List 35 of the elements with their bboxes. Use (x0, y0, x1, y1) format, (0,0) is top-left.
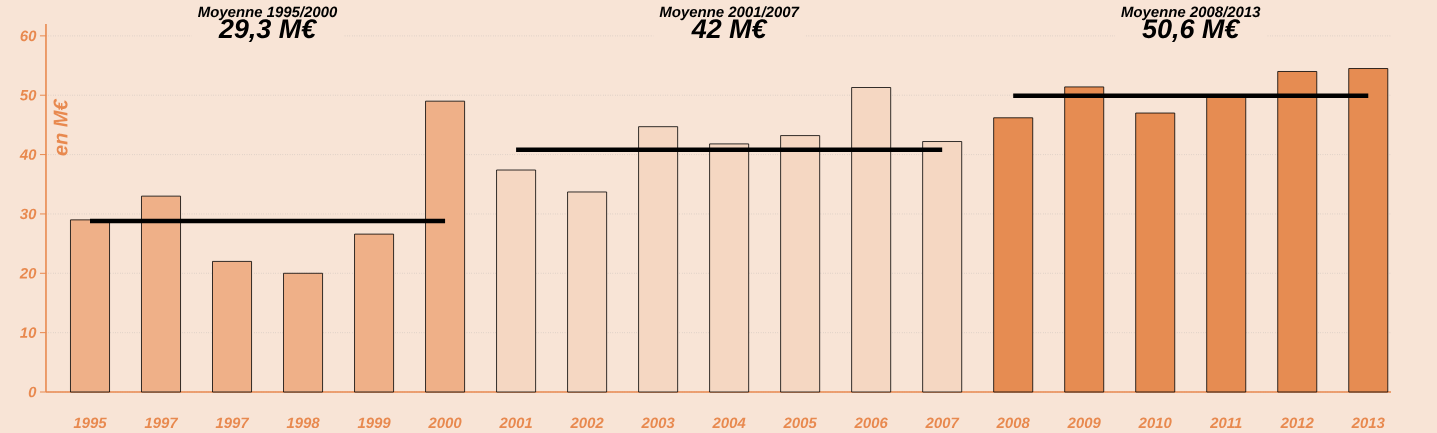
x-tick-label: 2006 (854, 417, 888, 429)
x-tick-label: 2012 (1280, 417, 1314, 429)
y-tick-label: 30 (19, 208, 37, 220)
bar (283, 272, 323, 393)
annotation: 42 M€ (691, 19, 768, 39)
x-tick-label: 2005 (783, 417, 817, 429)
y-tick-label: 60 (20, 30, 37, 42)
x-tick-label: 1999 (357, 417, 391, 429)
bar (496, 169, 537, 393)
y-tick-label: 10 (20, 327, 37, 338)
y-tick-label: 40 (19, 149, 37, 160)
x-tick-label: 1995 (73, 417, 107, 429)
x-tick-label: 2002 (570, 417, 604, 429)
bar (212, 261, 252, 393)
x-tick-label: 2013 (1351, 417, 1385, 429)
y-tick-label: 20 (19, 268, 37, 279)
y-tick-label: 50 (19, 89, 37, 101)
x-tick-label: 1997 (215, 417, 250, 429)
x-tick-label: 2011 (1209, 417, 1242, 429)
x-tick-label: 2004 (712, 417, 746, 429)
x-tick-label: 2010 (1138, 417, 1172, 429)
x-tick-label: 2000 (428, 417, 462, 429)
x-tick-label: 2003 (641, 417, 675, 429)
x-tick-label: 1997 (144, 417, 179, 429)
bar (354, 233, 394, 393)
x-tick-label: 1998 (286, 417, 320, 429)
x-tick-label: 2001 (499, 417, 532, 429)
x-tick-label: 2009 (1067, 417, 1101, 429)
annotation: 29,3 M€ (218, 19, 318, 43)
annotation: 50,6 M€ (1142, 19, 1241, 43)
x-tick-label: 2007 (925, 417, 960, 429)
y-axis-title: en M€ (53, 98, 68, 156)
bar (567, 191, 608, 393)
y-tick-label: 0 (28, 386, 37, 398)
x-tick-label: 2008 (996, 417, 1030, 429)
